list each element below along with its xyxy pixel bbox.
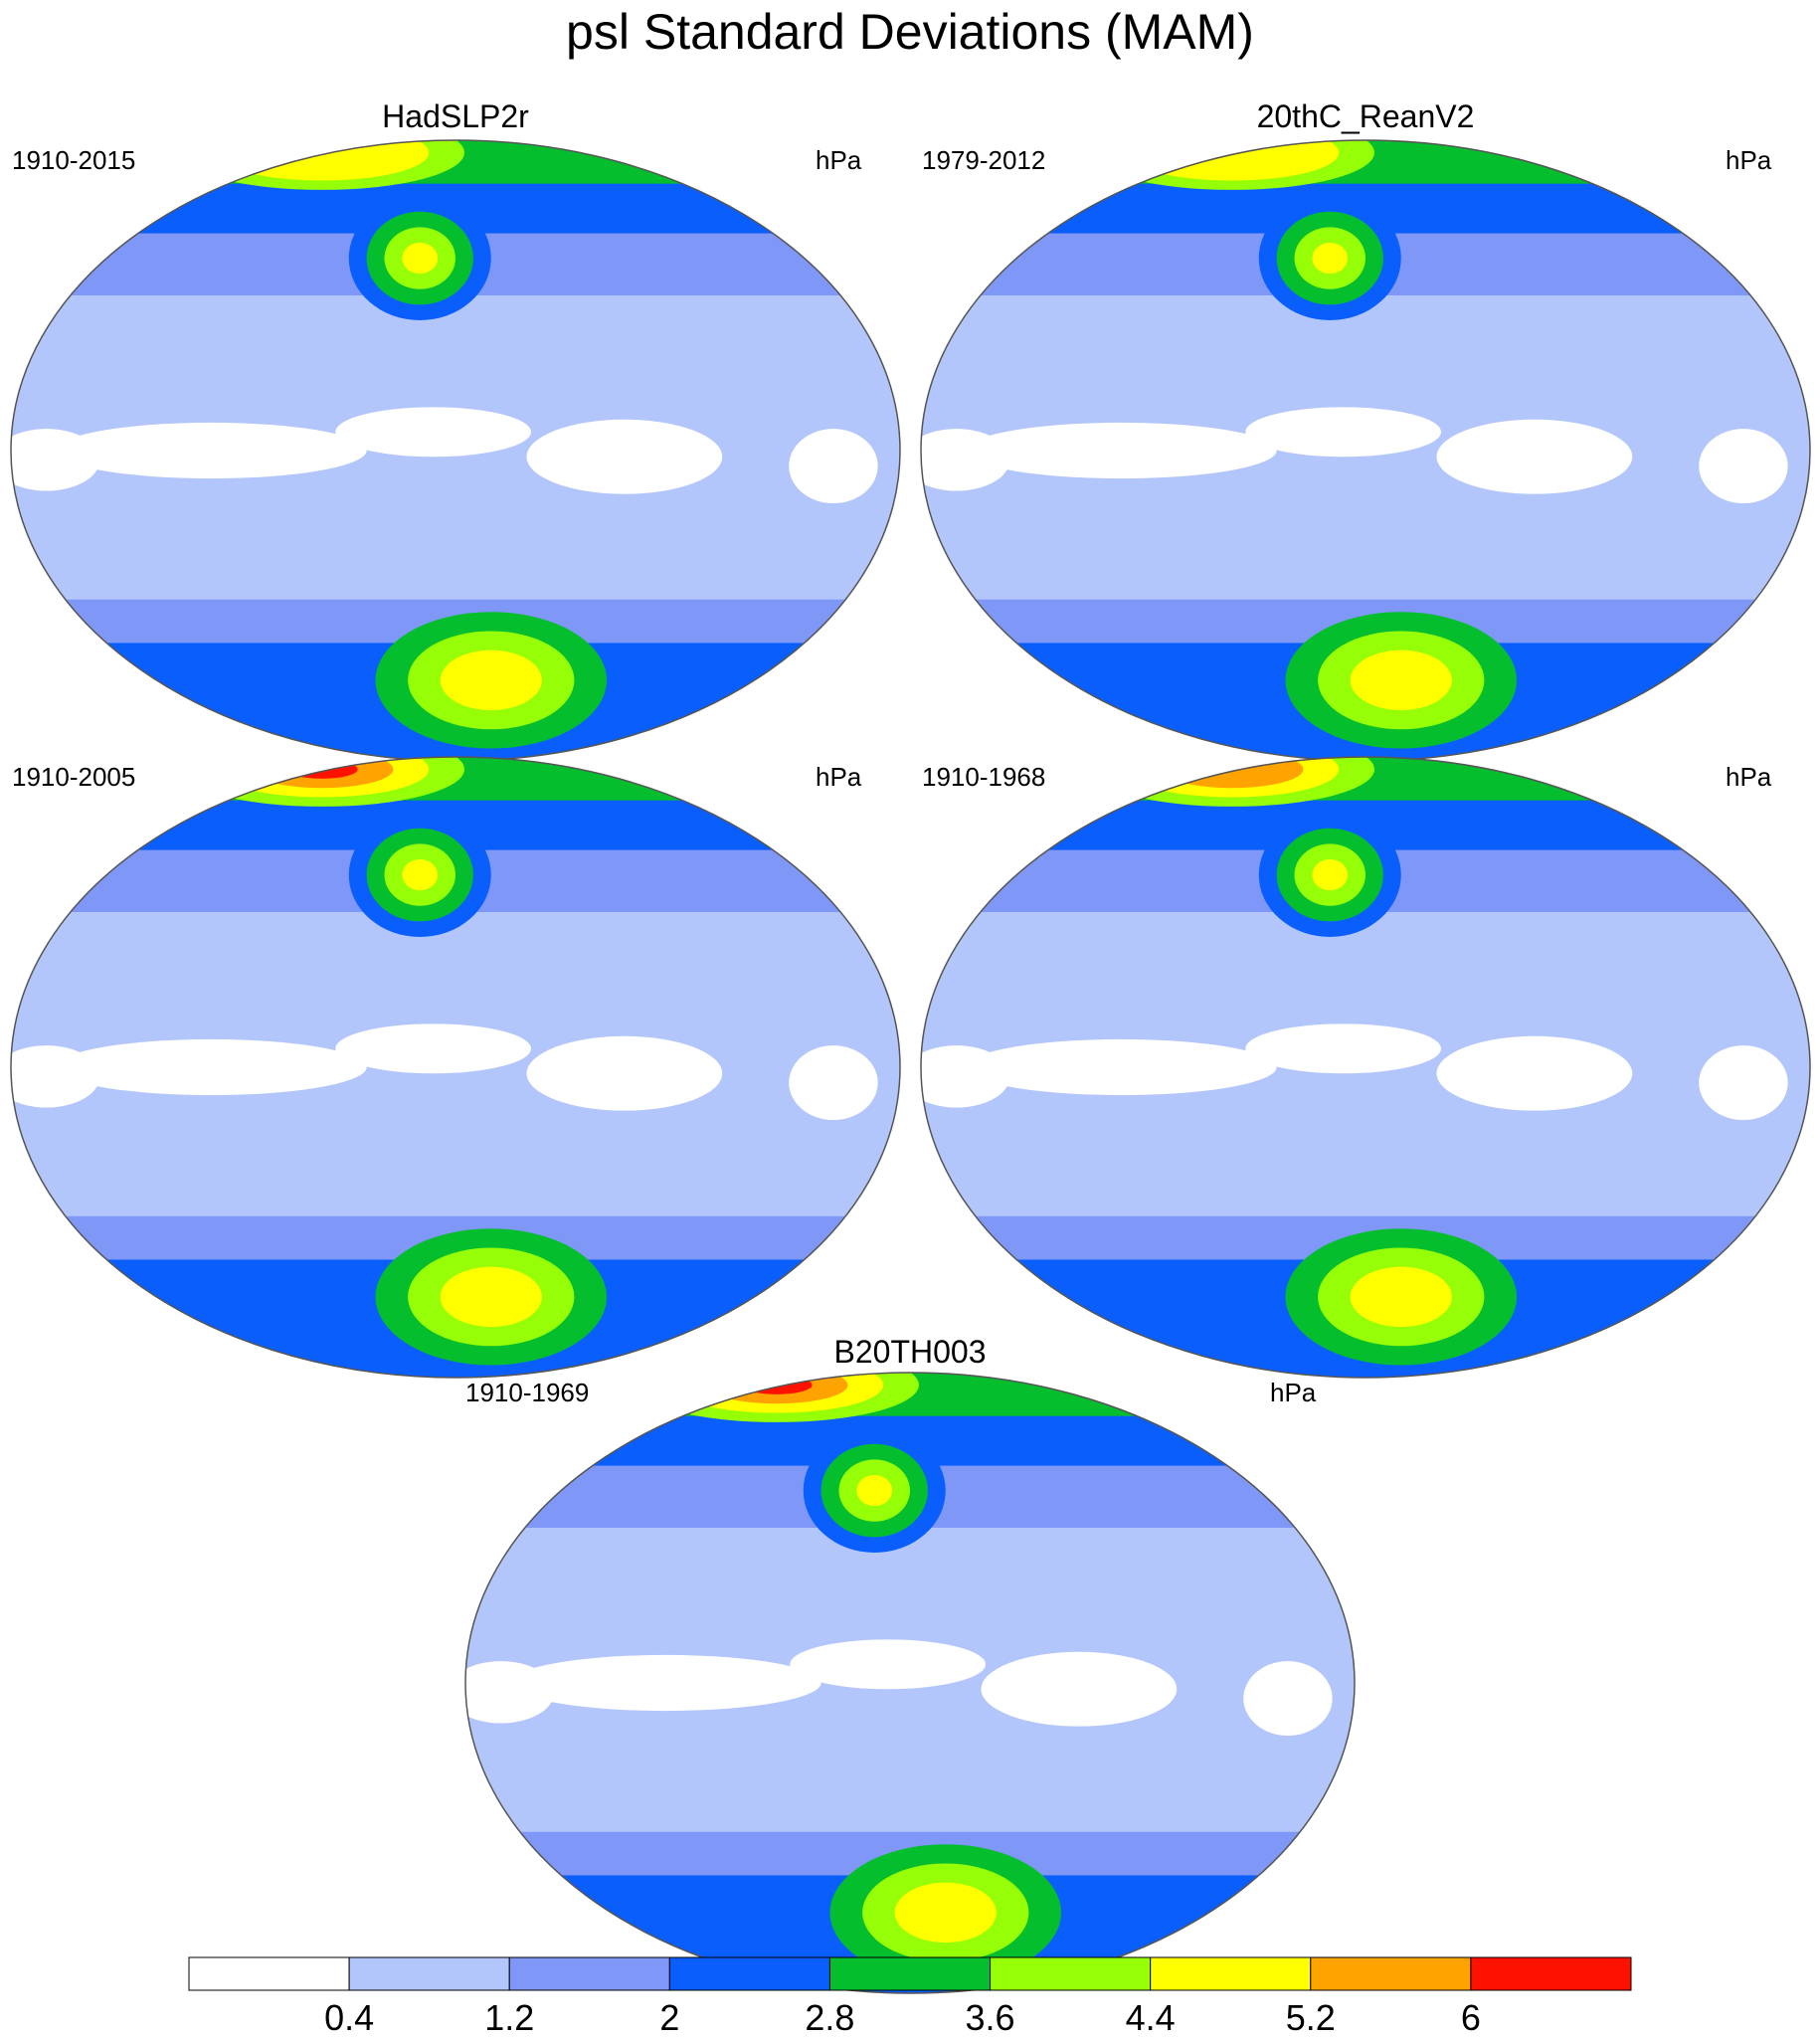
colorbar-tick-label: 4.4 [1125, 1997, 1176, 2038]
field-low-1 [790, 1639, 986, 1690]
map-panel-4 [465, 1373, 1355, 1993]
field-arctic-max-7 [251, 757, 394, 789]
field-south-max-6 [1350, 649, 1452, 711]
field-pacific-low-6 [402, 858, 439, 891]
colorbar-box-3 [668, 1956, 830, 1991]
colorbar-tick-label: 2 [659, 1997, 680, 2038]
colorbar-tick-label: 6 [1460, 1997, 1481, 2038]
field-low-1 [335, 1023, 531, 1074]
colorbar-tick-label: 2.8 [805, 1997, 855, 2038]
field-low-1 [1245, 1023, 1441, 1074]
field-south-max-6 [894, 1882, 997, 1944]
colorbar-box-1 [348, 1956, 510, 1991]
field-low-1 [335, 407, 531, 458]
colorbar-box-8 [1470, 1956, 1632, 1991]
panel-units-20thc-reanv2: hPa [1726, 145, 1772, 175]
panel-years-b20th001: 1910-2005 [12, 762, 136, 792]
colorbar-tick-label: 5.2 [1285, 1997, 1336, 2038]
field-low-2 [526, 1035, 723, 1111]
main-title: psl Standard Deviations (MAM) [566, 4, 1254, 60]
field-low-3 [921, 429, 1010, 491]
field-low-4 [789, 1045, 878, 1121]
colorbar-box-0 [188, 1956, 350, 1991]
field-south-max-6 [440, 1266, 542, 1328]
field-arctic-max-7 [705, 1373, 848, 1404]
panel-years-hadslp2r: 1910-2015 [12, 145, 136, 175]
field-low-3 [11, 1045, 100, 1108]
field-pacific-low-6 [1312, 858, 1349, 891]
map-panels [10, 139, 1811, 1994]
field-pacific-low-6 [1312, 242, 1349, 275]
colorbar-tick-label: 1.2 [484, 1997, 535, 2038]
field-arctic-max-6 [215, 140, 430, 181]
field-low-3 [921, 1045, 1010, 1108]
field-low-0 [965, 422, 1277, 479]
panel-units-hadslp2r: hPa [816, 145, 862, 175]
field-low-3 [465, 1661, 555, 1724]
field-pacific-low-6 [402, 242, 439, 275]
colorbar-tick-label: 3.6 [965, 1997, 1015, 2038]
map-outline-3 [920, 756, 1811, 1379]
panel-units-b20th003: hPa [1270, 1378, 1317, 1407]
field-arctic-max-6 [1125, 140, 1340, 181]
field-arctic-max-7 [1161, 757, 1304, 789]
field-low-4 [1699, 429, 1788, 504]
field-low-0 [55, 1038, 367, 1096]
map-panel-1 [921, 140, 1810, 761]
field-low-3 [11, 429, 100, 491]
panel-title-20thc-reanv2: 20thC_ReanV2 [1256, 98, 1475, 134]
panel-years-b20th002: 1910-1968 [922, 762, 1046, 792]
colorbar-box-6 [1150, 1956, 1312, 1991]
field-low-4 [789, 429, 878, 504]
field-low-1 [1245, 407, 1441, 458]
colorbar-tick-label: 0.4 [324, 1997, 375, 2038]
field-south-max-6 [440, 649, 542, 711]
panel-units-b20th001: hPa [816, 762, 862, 792]
field-south-max-6 [1350, 1266, 1452, 1328]
field-low-0 [509, 1654, 821, 1712]
field-low-0 [965, 1038, 1277, 1096]
colorbar-box-2 [508, 1956, 670, 1991]
map-panel-0 [11, 140, 900, 761]
map-outline-2 [10, 756, 901, 1379]
panel-units-b20th002: hPa [1726, 762, 1772, 792]
panel-years-b20th003: 1910-1969 [465, 1378, 590, 1407]
colorbar-box-5 [990, 1956, 1152, 1991]
colorbar-box-4 [828, 1956, 992, 1991]
field-arctic-max-8 [286, 760, 358, 779]
field-low-4 [1243, 1661, 1333, 1737]
field-low-2 [526, 419, 723, 494]
field-low-2 [981, 1651, 1178, 1727]
field-arctic-max-8 [741, 1376, 813, 1394]
panel-title-hadslp2r: HadSLP2r [382, 98, 529, 134]
colorbar [188, 1956, 1632, 1991]
panel-title-b20th003: B20TH003 [833, 1334, 987, 1370]
colorbar-box-7 [1310, 1956, 1472, 1991]
field-low-2 [1436, 419, 1633, 494]
map-outline-4 [464, 1372, 1356, 1994]
field-arctic-max-6 [669, 1373, 884, 1413]
field-low-4 [1699, 1045, 1788, 1121]
panel-years-20thc-reanv2: 1979-2012 [922, 145, 1046, 175]
field-low-0 [55, 422, 367, 479]
map-panel-3 [921, 757, 1810, 1378]
field-low-2 [1436, 1035, 1633, 1111]
map-panel-2 [11, 757, 900, 1378]
field-pacific-low-6 [856, 1474, 893, 1507]
